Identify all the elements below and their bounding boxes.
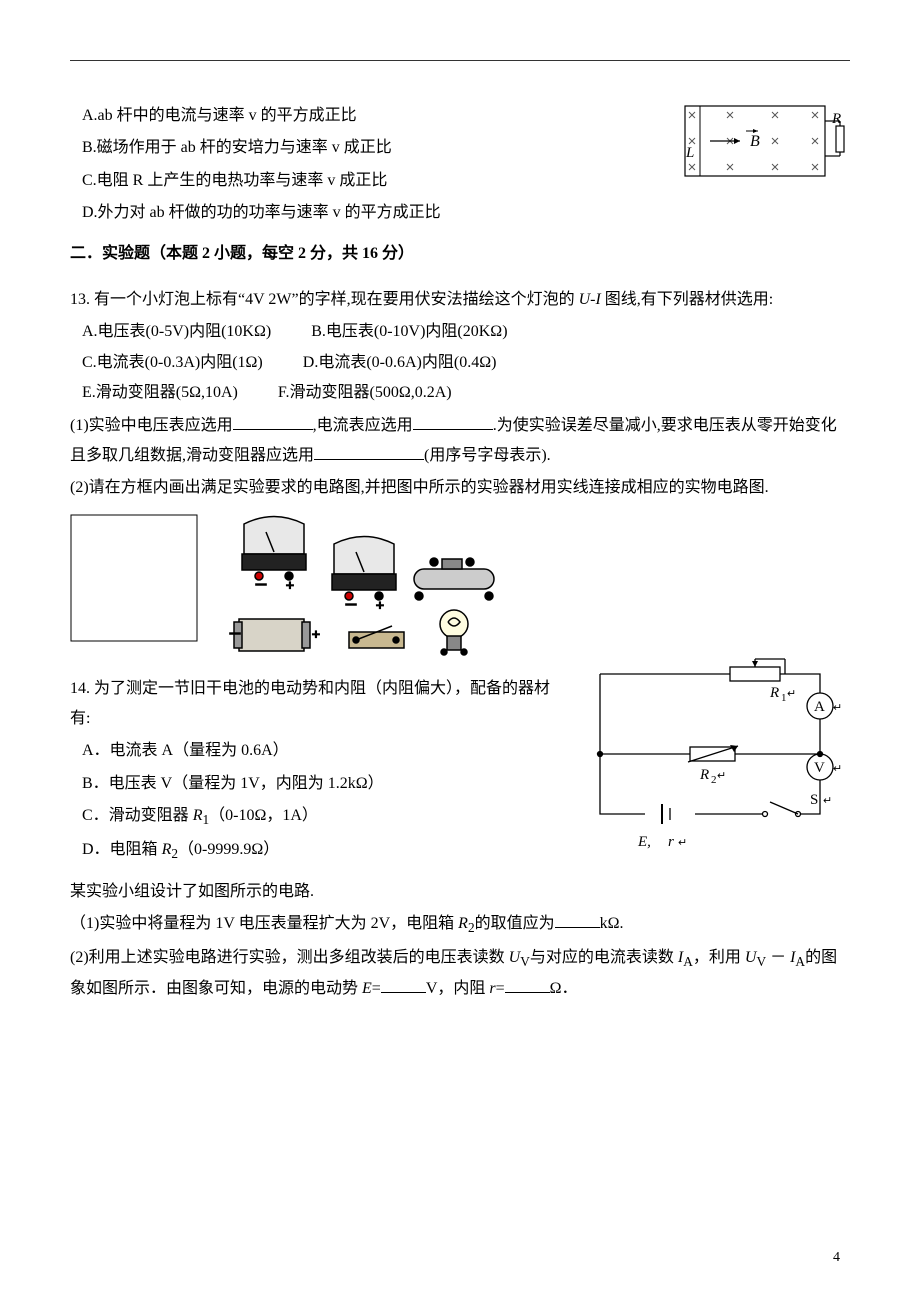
blank-internal-r [505, 976, 550, 993]
svg-text:↵: ↵ [717, 770, 726, 782]
blank-rheostat [314, 443, 424, 460]
q14-design-line: 某实验小组设计了如图所示的电路. [70, 877, 850, 907]
svg-text:R: R [769, 685, 779, 701]
svg-text:A: A [814, 699, 825, 715]
svg-text:+: + [376, 599, 384, 614]
svg-text:S: S [810, 792, 818, 808]
svg-text:R: R [699, 767, 709, 783]
svg-text:－: － [254, 579, 268, 594]
q14-sub2: (2)利用上述实验电路进行实验，测出多组改装后的电压表读数 UV与对应的电流表读… [70, 943, 850, 1005]
svg-text:E,: E, [637, 834, 651, 850]
q13-sub2: (2)请在方框内画出满足实验要求的电路图,并把图中所示的实验器材用实线连接成相应… [70, 473, 850, 503]
blank-r2-value [555, 911, 600, 928]
q13-item-e: E.滑动变阻器(5Ω,10A) [82, 378, 238, 408]
svg-text:L: L [685, 145, 694, 161]
q13-diagrams: － + － + [70, 514, 850, 659]
blank-ammeter [413, 413, 493, 430]
svg-text:↵: ↵ [678, 837, 687, 849]
q13-item-d: D.电流表(0-0.6A)内阻(0.4Ω) [303, 348, 497, 378]
magnetic-field-diagram: B R L [680, 101, 850, 192]
section-2-title: 二．实验题（本题 2 小题，每空 2 分，共 16 分） [70, 239, 850, 269]
blank-voltmeter [233, 413, 313, 430]
blank-emf [381, 976, 426, 993]
svg-text:－: － [344, 599, 358, 614]
svg-text:r: r [668, 834, 674, 850]
q13-item-a: A.电压表(0-5V)内阻(10KΩ) [82, 317, 271, 347]
q13-item-f: F.滑动变阻器(500Ω,0.2A) [278, 378, 452, 408]
svg-text:2: 2 [711, 774, 717, 786]
apparatus-drawing: － + － + [204, 514, 504, 659]
svg-text:－: － [228, 628, 242, 643]
svg-text:↵: ↵ [833, 702, 842, 714]
q13-item-b: B.电压表(0-10V)内阻(20KΩ) [311, 317, 507, 347]
empty-circuit-box [70, 514, 200, 644]
q12-option-d: D.外力对 ab 杆做的功的功率与速率 v 的平方成正比 [70, 198, 850, 228]
svg-text:+: + [286, 579, 294, 594]
q13-item-c: C.电流表(0-0.3A)内阻(1Ω) [82, 348, 263, 378]
svg-text:↵: ↵ [833, 763, 842, 775]
q14-circuit-diagram: A ↵ V ↵ S ↵ [570, 654, 850, 875]
q13-sub1: (1)实验中电压表应选用,电流表应选用.为使实验误差尽量减小,要求电压表从零开始… [70, 411, 850, 472]
svg-text:↵: ↵ [787, 688, 796, 700]
svg-text:R: R [831, 111, 841, 127]
svg-text:↵: ↵ [823, 795, 832, 807]
svg-text:V: V [814, 760, 825, 776]
svg-text:+: + [312, 628, 320, 643]
svg-text:1: 1 [781, 692, 787, 704]
svg-text:B: B [750, 133, 760, 150]
page-number: 4 [833, 1245, 840, 1272]
q13-stem: 13. 有一个小灯泡上标有“4V 2W”的字样,现在要用伏安法描绘这个灯泡的 U… [70, 285, 850, 315]
q14-sub1: （1)实验中将量程为 1V 电压表量程扩大为 2V，电阻箱 R2的取值应为kΩ. [70, 909, 850, 941]
